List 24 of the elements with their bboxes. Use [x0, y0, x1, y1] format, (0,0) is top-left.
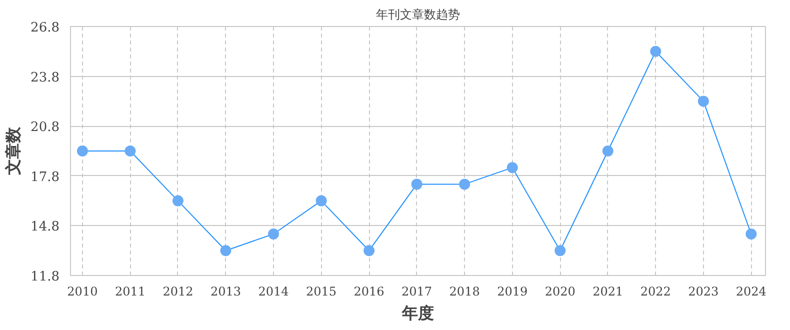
x-tick-label: 2019: [497, 284, 528, 298]
x-tick-label: 2011: [114, 284, 146, 298]
y-tick-label: 17.8: [30, 170, 60, 185]
y-tick-label: 26.8: [30, 20, 60, 36]
x-axis-title: 年度: [401, 304, 434, 322]
x-tick-label: 2010: [67, 284, 98, 298]
x-tick-label: 2016: [354, 284, 384, 298]
y-tick-label: 23.8: [30, 70, 60, 86]
x-tick-label: 2013: [210, 284, 242, 298]
x-tick-label: 2012: [162, 284, 194, 298]
x-tick-label: 2014: [258, 284, 290, 298]
x-tick-label: 2021: [592, 284, 624, 298]
y-tick-label: 11.8: [30, 270, 60, 284]
y-axis-title: 文章数: [4, 126, 23, 176]
x-tick-label: 2020: [544, 284, 576, 298]
x-tick-label: 2018: [449, 284, 480, 298]
x-tick-label: 2023: [688, 284, 719, 298]
x-tick-label: 2015: [306, 284, 337, 298]
x-tick-label: 2022: [640, 284, 671, 298]
y-tick-label: 20.8: [30, 120, 60, 136]
x-tick-label: 2024: [736, 284, 767, 298]
x-tick-label: 2017: [402, 284, 432, 298]
chart-title: 年刊文章数趋势: [376, 8, 460, 22]
y-tick-label: 14.8: [30, 220, 60, 235]
